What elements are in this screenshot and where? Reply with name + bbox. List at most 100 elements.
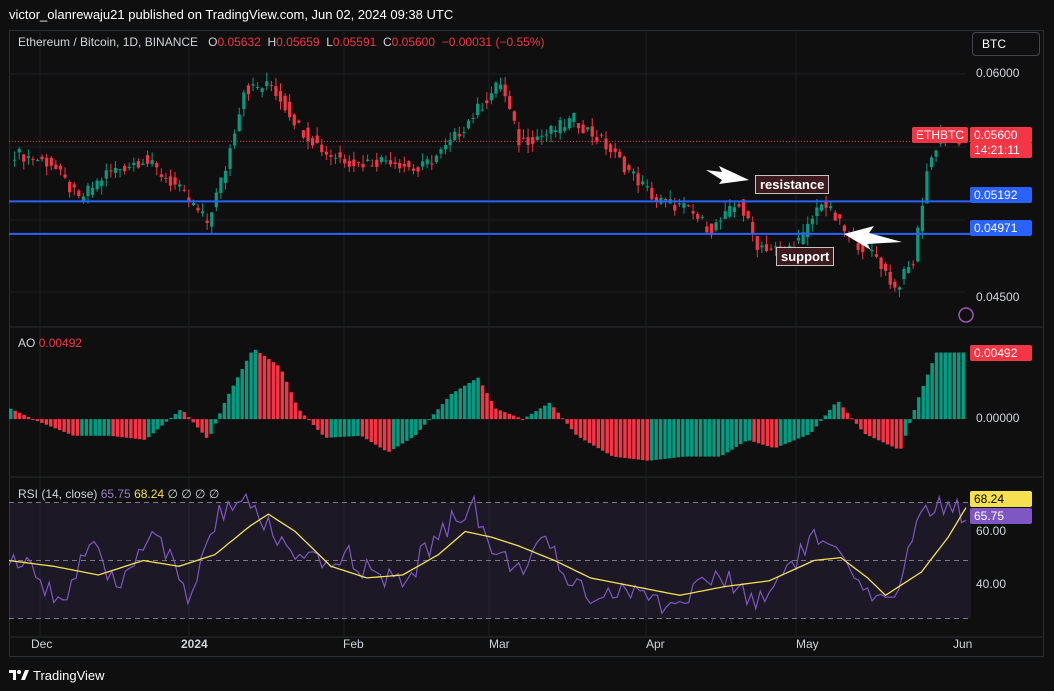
ao-bar <box>939 352 943 420</box>
price-candle <box>732 207 736 213</box>
ao-bar <box>761 419 765 445</box>
ao-bar <box>494 408 498 420</box>
support-arrow-icon <box>844 226 902 250</box>
ao-bar <box>948 352 952 420</box>
price-candle <box>888 271 892 285</box>
ao-bar <box>267 359 271 420</box>
price-candle <box>288 101 292 118</box>
ao-bar <box>316 419 320 430</box>
price-candle <box>173 177 177 185</box>
ao-bar <box>841 407 845 420</box>
price-candle <box>778 246 782 248</box>
ao-bar <box>712 419 716 457</box>
ao-bar <box>373 419 378 445</box>
ao-bar <box>22 414 26 420</box>
price-tick-top: 0.06000 <box>976 66 1020 80</box>
price-candle <box>462 132 466 134</box>
ao-bar <box>9 408 13 420</box>
rsi-ma-line <box>9 507 967 597</box>
price-candle <box>498 84 503 90</box>
price-candle <box>54 164 58 170</box>
price-candle <box>595 137 599 142</box>
price-candle <box>17 148 21 153</box>
ao-bar <box>351 419 356 437</box>
ao-bar <box>89 419 93 436</box>
ao-bar <box>596 419 601 449</box>
price-candle <box>517 129 521 146</box>
ao-bar <box>66 419 71 434</box>
ao-bar <box>912 409 917 420</box>
open-label: O <box>208 35 218 49</box>
price-candle <box>526 137 530 145</box>
footer-branding[interactable]: TradingView <box>9 664 105 686</box>
ao-title[interactable]: AO <box>18 336 36 350</box>
ao-bar <box>672 419 676 458</box>
ao-bar <box>503 412 507 420</box>
price-candle <box>728 206 732 217</box>
price-candle <box>109 170 113 172</box>
price-candle <box>384 160 388 162</box>
ao-bar <box>885 419 890 445</box>
price-candle <box>691 211 695 214</box>
ao-bar <box>204 419 209 438</box>
ao-bar <box>369 419 373 442</box>
rsi-title[interactable]: RSI (14, close) <box>18 487 98 501</box>
price-candle <box>439 149 443 154</box>
ao-bar <box>529 413 534 420</box>
price-candle <box>310 138 315 146</box>
alert-icon <box>958 307 974 323</box>
price-candle <box>567 118 571 129</box>
price-candle <box>416 167 420 172</box>
chart-canvas[interactable] <box>9 30 1044 657</box>
ao-bar <box>391 419 396 450</box>
ao-bar <box>810 419 814 432</box>
ao-bar <box>436 409 440 420</box>
ao-bar <box>774 419 779 448</box>
ao-bar <box>747 419 752 441</box>
ao-bar <box>601 419 605 451</box>
price-candle <box>810 218 814 225</box>
price-candle <box>806 223 810 238</box>
price-candle <box>301 130 306 138</box>
ao-bar <box>534 411 538 420</box>
price-candle <box>251 84 255 86</box>
support-label[interactable]: support <box>776 247 835 266</box>
ao-bar <box>694 419 698 457</box>
ao-bar <box>213 419 218 424</box>
price-candle <box>856 243 860 250</box>
price-candle <box>393 162 397 164</box>
price-candle <box>673 204 677 211</box>
ao-bar <box>961 352 965 420</box>
ao-bar <box>836 401 841 420</box>
price-candle <box>719 220 723 222</box>
ao-bar <box>476 377 480 420</box>
price-candle <box>466 120 471 129</box>
price-candle <box>453 131 457 141</box>
price-candle <box>352 159 356 167</box>
price-candle <box>700 216 704 218</box>
price-candle <box>521 137 526 139</box>
currency-button[interactable]: BTC <box>972 32 1040 56</box>
price-candle <box>421 161 425 167</box>
price-candle <box>929 157 934 168</box>
price-candle <box>13 159 17 161</box>
ao-bar <box>463 385 467 420</box>
ao-bar <box>218 413 222 420</box>
price-candle <box>664 199 668 201</box>
resistance-label[interactable]: resistance <box>755 175 830 194</box>
price-candle <box>141 163 145 165</box>
price-candle <box>641 181 645 185</box>
price-candle <box>815 207 819 217</box>
ao-bar <box>320 419 325 435</box>
ao-bar <box>792 419 796 441</box>
price-candle <box>411 168 416 171</box>
ao-bar <box>365 419 369 440</box>
price-candle <box>489 93 494 101</box>
price-candle <box>430 163 434 165</box>
symbol-title[interactable]: Ethereum / Bitcoin, 1D, BINANCE <box>18 35 199 49</box>
price-candle <box>636 173 640 186</box>
price-candle <box>471 117 475 119</box>
price-candle <box>72 184 76 188</box>
price-candle <box>361 163 365 168</box>
ao-bar <box>872 419 876 439</box>
